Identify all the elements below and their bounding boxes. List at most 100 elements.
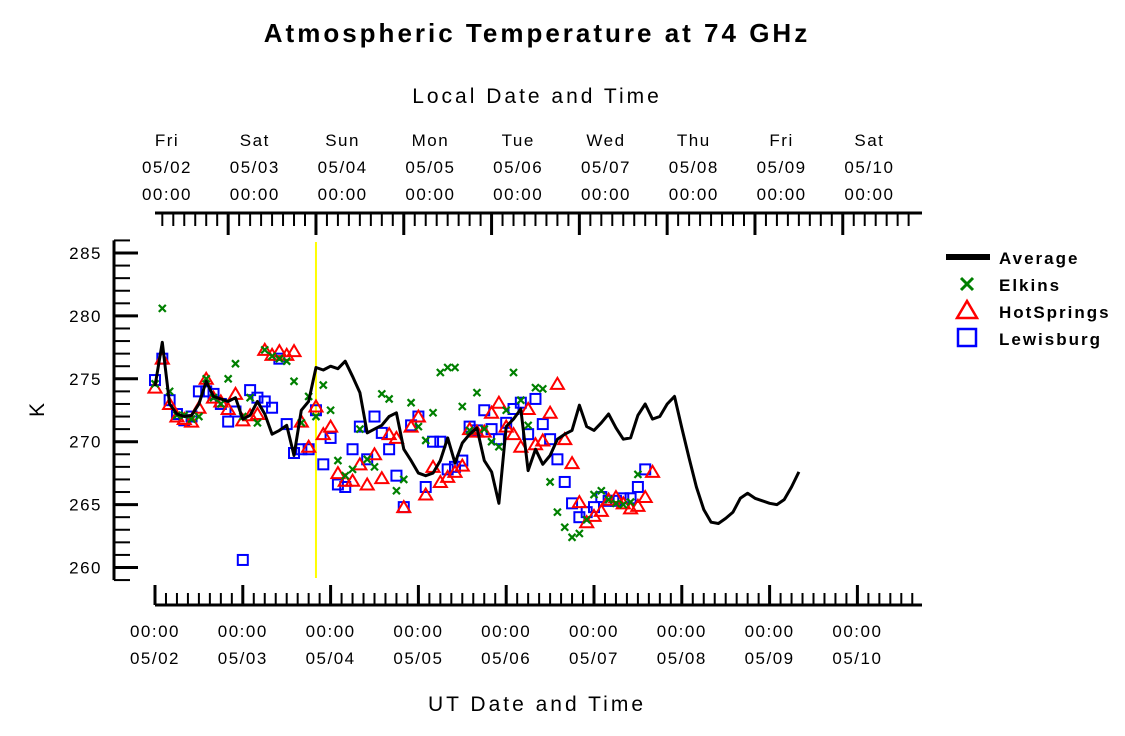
point-lewisburg — [244, 384, 257, 397]
point-elkins — [223, 374, 233, 384]
point-hotsprings — [307, 398, 325, 413]
point-elkins — [516, 395, 526, 405]
x-axis-title: UT Date and Time — [428, 693, 646, 716]
point-hotsprings — [541, 404, 559, 419]
x-top-tick-day: Wed — [586, 131, 625, 150]
y-tick-label: 270 — [69, 433, 102, 452]
point-lewisburg — [346, 443, 359, 456]
point-elkins — [282, 356, 291, 366]
point-elkins — [414, 422, 423, 431]
point-hotsprings — [161, 395, 178, 410]
x-top-tick-day: Sat — [854, 131, 884, 150]
point-elkins — [450, 363, 460, 372]
legend-label-average: Average — [999, 249, 1079, 268]
point-elkins — [158, 304, 167, 313]
x-bottom-tick-date: 05/05 — [393, 649, 443, 668]
point-elkins — [523, 421, 533, 430]
point-elkins — [311, 412, 321, 421]
x-top-tick-day: Fri — [155, 131, 179, 150]
point-lewisburg — [236, 553, 249, 566]
x-bottom-tick-date: 05/03 — [218, 649, 268, 668]
point-elkins — [428, 408, 438, 418]
legend-swatch-lewisburg — [956, 327, 978, 348]
x-top-tick-date: 05/08 — [669, 158, 719, 177]
y-tick-label: 265 — [69, 496, 102, 515]
point-elkins — [575, 529, 584, 538]
legend-label-hotsprings: HotSprings — [999, 303, 1111, 322]
point-hotsprings — [629, 497, 647, 512]
point-elkins — [567, 533, 577, 542]
point-elkins — [377, 389, 387, 399]
point-elkins — [582, 515, 591, 524]
point-hotsprings — [388, 429, 405, 444]
point-lewisburg — [427, 435, 440, 448]
point-elkins — [201, 374, 211, 384]
y-tick-label: 260 — [69, 559, 102, 578]
point-lewisburg — [536, 418, 549, 431]
point-elkins — [626, 497, 635, 507]
point-hotsprings — [322, 418, 339, 433]
point-hotsprings — [329, 465, 347, 480]
x-bottom-tick-time: 00:00 — [481, 622, 531, 641]
point-elkins — [253, 418, 262, 428]
x-top-tick-day: Sun — [325, 131, 360, 150]
point-hotsprings — [556, 431, 573, 446]
x-bottom-tick-time: 00:00 — [569, 622, 619, 641]
point-lewisburg — [324, 431, 337, 444]
point-hotsprings — [315, 426, 332, 441]
point-hotsprings — [505, 426, 522, 441]
point-elkins — [472, 388, 482, 397]
point-lewisburg — [383, 443, 396, 456]
x-bottom-tick-date: 05/06 — [481, 649, 531, 668]
point-elkins — [231, 359, 240, 368]
point-lewisburg — [222, 415, 235, 428]
x-top-tick-time: 00:00 — [844, 185, 894, 204]
x-bottom-tick-time: 00:00 — [745, 622, 795, 641]
point-elkins — [392, 486, 401, 496]
point-hotsprings — [285, 343, 303, 358]
series-line-average — [153, 340, 801, 525]
x-top-tick-time: 00:00 — [405, 185, 455, 204]
point-elkins — [458, 402, 467, 411]
point-elkins — [501, 405, 511, 415]
x-top-tick-day: Mon — [412, 131, 450, 150]
point-hotsprings — [219, 401, 237, 415]
point-hotsprings — [563, 455, 581, 470]
point-hotsprings — [344, 472, 361, 487]
point-hotsprings — [300, 438, 317, 453]
chart-title: Atmospheric Temperature at 74 GHz — [264, 18, 810, 48]
point-hotsprings — [549, 375, 566, 390]
point-hotsprings — [410, 408, 427, 423]
point-hotsprings — [483, 404, 500, 419]
point-lewisburg — [631, 480, 644, 493]
point-elkins — [260, 345, 270, 355]
point-elkins — [604, 495, 613, 504]
point-elkins — [406, 398, 416, 407]
point-elkins — [340, 471, 350, 480]
x-bottom-tick-date: 05/04 — [306, 649, 356, 668]
point-lewisburg — [266, 401, 279, 414]
x-top-tick-date: 05/07 — [581, 158, 631, 177]
point-elkins — [487, 437, 496, 446]
x-top-tick-day: Thu — [677, 131, 711, 150]
x-bottom-tick-time: 00:00 — [306, 622, 356, 641]
point-elkins — [384, 394, 394, 404]
point-lewisburg — [566, 497, 579, 510]
point-hotsprings — [373, 470, 391, 485]
x-bottom-tick-date: 05/07 — [569, 649, 619, 668]
point-elkins — [355, 424, 365, 434]
point-elkins — [560, 522, 570, 532]
point-elkins — [399, 475, 409, 484]
point-lewisburg — [317, 458, 330, 471]
point-elkins — [618, 500, 628, 509]
point-hotsprings — [490, 394, 508, 409]
point-hotsprings — [256, 341, 274, 356]
point-elkins — [289, 377, 299, 386]
point-hotsprings — [593, 502, 610, 517]
y-axis-title: K — [26, 403, 49, 417]
point-elkins — [509, 368, 518, 377]
x-bottom-tick-date: 05/09 — [745, 649, 795, 668]
point-elkins — [545, 477, 555, 487]
point-lewisburg — [331, 478, 344, 491]
